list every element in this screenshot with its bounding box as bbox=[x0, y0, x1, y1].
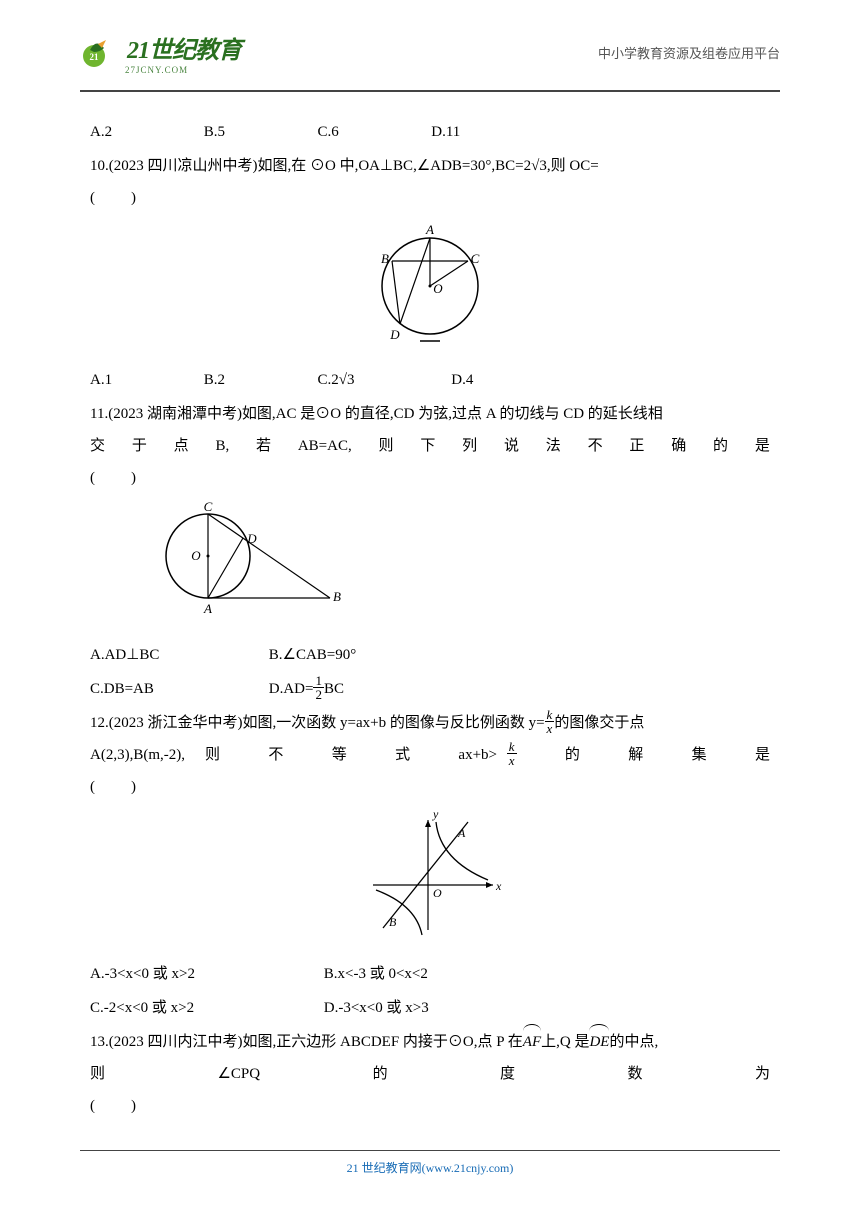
svg-text:C: C bbox=[471, 251, 480, 266]
svg-text:B: B bbox=[333, 589, 341, 604]
q12-line2: A(2,3),B(m,-2), 则 不 等 式 ax+b> kx 的 解 集 是 bbox=[90, 740, 770, 770]
svg-text:O: O bbox=[433, 886, 442, 900]
svg-text:D: D bbox=[389, 327, 400, 342]
svg-text:O: O bbox=[433, 281, 443, 296]
svg-text:O: O bbox=[191, 548, 201, 563]
q12-figure: y x O A B bbox=[90, 810, 770, 951]
svg-text:y: y bbox=[432, 810, 439, 821]
q11-line1: 11.(2023 湖南湘潭中考)如图,AC 是⊙O 的直径,CD 为弦,过点 A… bbox=[90, 399, 770, 429]
svg-text:x: x bbox=[495, 879, 502, 893]
svg-text:21: 21 bbox=[90, 52, 100, 62]
q12-choice-d: D.-3<x<0 或 x>3 bbox=[324, 993, 429, 1023]
q12-choice-a: A.-3<x<0 或 x>2 bbox=[90, 959, 320, 989]
logo-icon: 21 bbox=[80, 34, 125, 72]
footer-divider bbox=[80, 1150, 780, 1152]
q9-choice-b: B.5 bbox=[204, 117, 314, 147]
page-footer: 21 世纪教育网(www.21cnjy.com) bbox=[0, 1150, 860, 1177]
q9-choices: A.2 B.5 C.6 D.11 bbox=[90, 117, 770, 147]
svg-text:B: B bbox=[381, 251, 389, 266]
svg-text:A: A bbox=[203, 601, 212, 616]
q10-line1: 10.(2023 四川凉山州中考)如图,在 ⊙O 中,OA⊥BC,∠ADB=30… bbox=[90, 151, 599, 181]
q11-choices-row1: A.AD⊥BC B.∠CAB=90° bbox=[90, 640, 770, 670]
page-header: 21 21世纪教育 27JCNY.COM 中小学教育资源及组卷应用平台 bbox=[0, 0, 860, 90]
q10-choice-c: C.2√3 bbox=[318, 365, 448, 395]
svg-text:A: A bbox=[457, 826, 466, 840]
q12-choice-c: C.-2<x<0 或 x>2 bbox=[90, 993, 320, 1023]
q10-figure: A B C O D bbox=[90, 221, 770, 357]
q12-choice-b: B.x<-3 或 0<x<2 bbox=[324, 959, 428, 989]
q9-choice-a: A.2 bbox=[90, 117, 200, 147]
q13-line1: 13.(2023 四川内江中考)如图,正六边形 ABCDEF 内接于⊙O,点 P… bbox=[90, 1027, 770, 1057]
q10-choices: A.1 B.2 C.2√3 D.4 bbox=[90, 365, 770, 395]
svg-text:A: A bbox=[425, 222, 434, 237]
q10-choice-d: D.4 bbox=[451, 365, 561, 395]
svg-text:D: D bbox=[246, 531, 257, 546]
document-content: A.2 B.5 C.6 D.11 10.(2023 四川凉山州中考)如图,在 ⊙… bbox=[0, 117, 860, 1121]
logo: 21 21世纪教育 27JCNY.COM bbox=[80, 30, 241, 75]
header-platform-text: 中小学教育资源及组卷应用平台 bbox=[598, 43, 780, 62]
q10-paren: ( ) bbox=[90, 183, 770, 213]
q10-text: 10.(2023 四川凉山州中考)如图,在 ⊙O 中,OA⊥BC,∠ADB=30… bbox=[90, 151, 770, 181]
q10-choice-a: A.1 bbox=[90, 365, 200, 395]
q11-paren: ( ) bbox=[90, 463, 770, 493]
q11-choice-c: C.DB=AB bbox=[90, 674, 265, 704]
q11-figure: C O D A B bbox=[90, 501, 770, 632]
svg-text:B: B bbox=[389, 915, 397, 929]
q11-choice-d: D.AD=12BC bbox=[269, 674, 344, 704]
logo-brand-text: 21世纪教育 bbox=[127, 30, 241, 65]
q11-choices-row2: C.DB=AB D.AD=12BC bbox=[90, 674, 770, 704]
q13-paren: ( ) bbox=[90, 1091, 770, 1121]
q11-choice-a: A.AD⊥BC bbox=[90, 640, 265, 670]
q11-choice-b: B.∠CAB=90° bbox=[269, 640, 357, 670]
footer-text: 21 世纪教育网(www.21cnjy.com) bbox=[0, 1159, 860, 1176]
q12-choices-row2: C.-2<x<0 或 x>2 D.-3<x<0 或 x>3 bbox=[90, 993, 770, 1023]
header-divider bbox=[80, 90, 780, 92]
q11-line2: 交 于 点 B, 若 AB=AC, 则 下 列 说 法 不 正 确 的 是 bbox=[90, 431, 770, 461]
q12-paren: ( ) bbox=[90, 772, 770, 802]
q13-line2: 则 ∠CPQ 的 度 数 为 bbox=[90, 1059, 770, 1089]
q10-choice-b: B.2 bbox=[204, 365, 314, 395]
q9-choice-d: D.11 bbox=[431, 117, 541, 147]
q12-line1: 12.(2023 浙江金华中考)如图,一次函数 y=ax+b 的图像与反比例函数… bbox=[90, 708, 770, 738]
svg-text:C: C bbox=[204, 501, 213, 514]
q9-choice-c: C.6 bbox=[318, 117, 428, 147]
q12-choices-row1: A.-3<x<0 或 x>2 B.x<-3 或 0<x<2 bbox=[90, 959, 770, 989]
logo-url-text: 27JCNY.COM bbox=[125, 65, 241, 75]
